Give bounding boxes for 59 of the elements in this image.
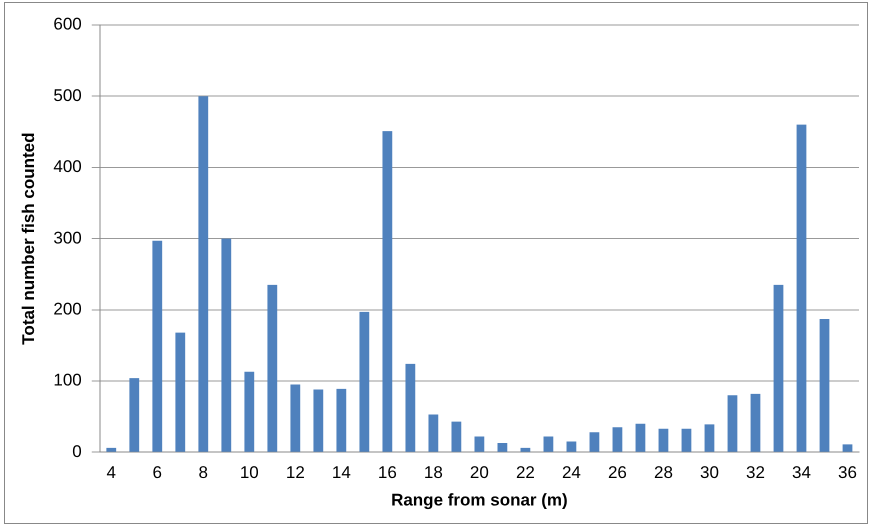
bar [658, 428, 668, 452]
x-tick-label: 22 [516, 463, 535, 482]
y-tick-label: 400 [53, 157, 82, 176]
bar [796, 124, 806, 452]
bar [566, 442, 576, 452]
bar [221, 238, 232, 452]
bar [244, 372, 254, 452]
bar [152, 240, 162, 452]
x-tick-label: 36 [838, 463, 857, 482]
x-tick-label: 24 [562, 463, 581, 482]
x-tick-label: 32 [746, 463, 765, 482]
x-tick-label: 10 [240, 463, 259, 482]
y-tick-label: 300 [53, 228, 82, 248]
bar [428, 414, 438, 452]
bar [774, 284, 784, 452]
x-tick-label: 26 [608, 463, 627, 482]
x-tick-label: 6 [152, 463, 162, 482]
x-tick-label: 34 [792, 463, 811, 482]
bar [175, 332, 186, 452]
x-tick-label: 16 [378, 463, 397, 482]
bar [498, 442, 508, 452]
bar [612, 427, 622, 452]
bar [704, 424, 714, 452]
bar [820, 319, 830, 452]
bar [382, 131, 392, 452]
bar [290, 384, 300, 452]
bar [590, 432, 600, 452]
bar [842, 444, 852, 452]
y-tick-label: 600 [53, 14, 82, 34]
bar [198, 96, 208, 452]
x-tick-label: 4 [106, 463, 116, 482]
bar [520, 448, 530, 452]
x-tick-label: 28 [654, 463, 673, 482]
x-tick-label: 12 [286, 463, 305, 482]
bar [336, 388, 346, 452]
y-tick-label: 500 [53, 86, 82, 105]
bar [106, 448, 116, 452]
x-tick-label: 30 [700, 463, 719, 482]
x-axis-title: Range from sonar (m) [391, 490, 568, 510]
bar [544, 436, 554, 452]
bar [359, 312, 370, 452]
bar [750, 394, 760, 452]
bar [636, 424, 646, 452]
bar [728, 395, 738, 452]
x-tick-label: 18 [424, 463, 443, 482]
x-tick-label: 14 [332, 463, 351, 482]
y-tick-label: 100 [53, 370, 82, 390]
bar [405, 364, 416, 452]
y-axis-title: Total number fish counted [18, 132, 38, 345]
x-tick-label: 20 [470, 463, 489, 482]
bar [474, 436, 484, 452]
bar [129, 378, 140, 452]
bar [682, 428, 692, 452]
bar [313, 390, 324, 452]
y-tick-label: 0 [72, 442, 82, 461]
bar [451, 422, 462, 452]
x-tick-label: 8 [198, 463, 208, 482]
y-tick-label: 200 [53, 299, 82, 318]
bar [267, 284, 278, 452]
